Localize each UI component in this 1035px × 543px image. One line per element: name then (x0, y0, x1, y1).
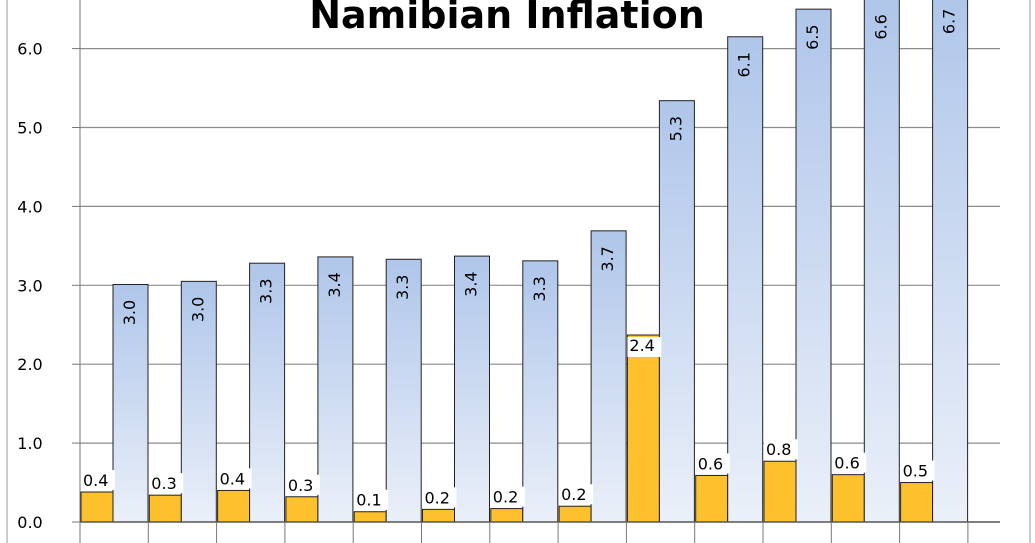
gold-bar-label-bg (627, 337, 662, 358)
gold-bar-label: 0.4 (83, 471, 108, 490)
gold-bar-label: 0.2 (425, 488, 450, 507)
blue-bar-label: 3.3 (393, 275, 412, 300)
gold-bar-label: 0.3 (288, 476, 313, 495)
blue-bar-label: 6.1 (735, 52, 754, 77)
blue-bar-label: 6.5 (803, 24, 822, 49)
blue-bar (932, 0, 969, 523)
gold-bar-label-bg (285, 474, 320, 495)
gold-bar (900, 482, 934, 523)
blue-bar-label: 3.7 (598, 246, 617, 271)
gold-bar-label: 0.2 (493, 488, 518, 507)
gold-bar (626, 334, 660, 523)
gold-bar-label-bg (422, 487, 457, 508)
gold-bar-label: 0.5 (903, 462, 928, 481)
blue-bar-label: 6.7 (940, 9, 959, 34)
gold-bar-label: 0.4 (220, 469, 245, 488)
gold-bar (217, 489, 251, 523)
bars (80, 0, 969, 523)
gold-bar-label-bg (900, 460, 935, 481)
gold-bar (490, 508, 524, 523)
blue-bar (795, 8, 832, 523)
blue-bar-label: 3.4 (325, 272, 344, 297)
gold-bar (695, 474, 729, 523)
gold-bar-label: 0.1 (356, 491, 381, 510)
blue-bar (590, 230, 627, 523)
blue-bar-label: 6.6 (871, 14, 890, 39)
axes (6, 0, 1031, 543)
gold-bar-label-bg (490, 486, 525, 507)
y-tick-label: 4.0 (17, 197, 42, 216)
y-axis-ticks: 0.0 1.0 2.0 3.0 4.0 5.0 6.0 (17, 40, 42, 532)
blue-bar (249, 262, 286, 523)
gold-bar (80, 491, 114, 523)
gold-bar-label-bg (217, 468, 252, 489)
y-tick-label: 0.0 (17, 513, 42, 532)
y-tick-label: 3.0 (17, 276, 42, 295)
gold-bar (148, 494, 182, 523)
data-labels: 0.4 0.3 0.4 0.3 0.1 0.2 0.2 0.2 2.4 0.6 0.8 0.6 0.5 3… (81, 9, 959, 510)
blue-bar-label: 3.3 (257, 278, 276, 303)
gold-bar-label-bg (149, 473, 184, 494)
gold-bar (763, 460, 797, 523)
gold-bar-label: 2.4 (629, 336, 654, 355)
blue-bar (317, 256, 354, 523)
chart-title: Namibian Inflation (309, 0, 705, 37)
gold-bar-label-bg (354, 489, 389, 510)
blue-bar-label: 3.4 (462, 271, 481, 296)
blue-bar-label: 3.3 (530, 276, 549, 301)
blue-bar (522, 260, 559, 523)
gold-bar-label: 0.2 (561, 485, 586, 504)
y-tick-label: 1.0 (17, 434, 42, 453)
gold-bar-label: 0.6 (834, 454, 859, 473)
y-tick-label: 5.0 (17, 119, 42, 138)
blue-bar (658, 100, 695, 523)
gold-bar (285, 496, 319, 523)
blue-bar-label: 3.0 (120, 300, 139, 325)
gold-bar-label-bg (81, 470, 115, 491)
gold-bar-label: 0.6 (698, 454, 723, 473)
gold-bar (558, 505, 592, 523)
gold-bar-label-bg (559, 484, 594, 505)
gold-bar (353, 511, 387, 523)
gold-bar-label-bg (832, 452, 867, 473)
blue-bar (727, 36, 764, 523)
gold-bar (831, 474, 865, 523)
gold-bar-label-bg (695, 453, 730, 474)
gold-bar-label: 0.8 (766, 440, 791, 459)
y-tick-label: 6.0 (17, 40, 42, 59)
y-tick-label: 2.0 (17, 355, 42, 374)
gold-bar-label-bg (764, 439, 798, 460)
blue-bar-label: 5.3 (666, 116, 685, 141)
blue-bar (385, 258, 422, 523)
gold-bar (422, 508, 455, 523)
blue-bar (863, 0, 900, 523)
blue-bar (454, 255, 490, 523)
blue-bar-label: 3.0 (188, 297, 207, 322)
gold-bar-label: 0.3 (151, 474, 176, 493)
title-backdrop (290, 0, 722, 40)
blue-bar (112, 284, 149, 523)
